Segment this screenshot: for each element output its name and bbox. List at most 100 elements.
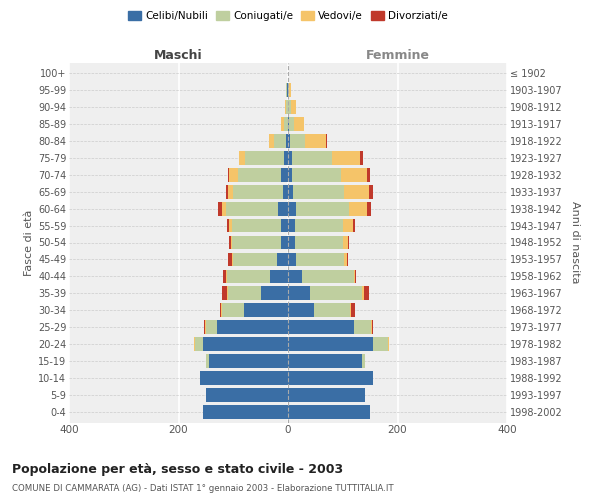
Bar — [314, 304, 350, 318]
Bar — [281, 236, 288, 250]
Bar — [229, 168, 238, 181]
Bar — [281, 116, 284, 130]
Legend: Celibi/Nubili, Coniugati/e, Vedovi/e, Divorziati/e: Celibi/Nubili, Coniugati/e, Vedovi/e, Di… — [124, 6, 452, 25]
Bar — [271, 270, 288, 283]
Text: Popolazione per età, sesso e stato civile - 2003: Popolazione per età, sesso e stato civil… — [12, 462, 343, 475]
Bar — [229, 252, 232, 266]
Bar — [288, 184, 293, 198]
Text: COMUNE DI CAMMARATA (AG) - Dati ISTAT 1° gennaio 2003 - Elaborazione TUTTITALIA.: COMUNE DI CAMMARATA (AG) - Dati ISTAT 1°… — [12, 484, 394, 493]
Bar — [295, 236, 343, 250]
Bar — [244, 304, 288, 318]
Bar — [288, 236, 295, 250]
Y-axis label: Anni di nascita: Anni di nascita — [569, 201, 580, 284]
Bar — [285, 100, 286, 114]
Bar — [230, 236, 232, 250]
Bar — [288, 82, 289, 96]
Bar — [288, 270, 302, 283]
Bar — [288, 134, 290, 147]
Bar — [288, 150, 292, 164]
Bar — [373, 338, 388, 351]
Bar — [362, 354, 365, 368]
Bar — [354, 320, 371, 334]
Bar — [350, 304, 351, 318]
Bar — [223, 270, 226, 283]
Bar — [226, 270, 227, 283]
Bar — [203, 320, 205, 334]
Bar — [288, 304, 314, 318]
Bar — [288, 100, 291, 114]
Bar — [369, 184, 373, 198]
Bar — [367, 168, 370, 181]
Bar — [371, 320, 373, 334]
Bar — [222, 304, 244, 318]
Bar — [286, 134, 288, 147]
Bar — [277, 252, 288, 266]
Bar — [220, 304, 221, 318]
Bar — [206, 354, 209, 368]
Bar — [239, 150, 245, 164]
Bar — [229, 218, 232, 232]
Bar — [218, 202, 222, 215]
Bar — [260, 286, 288, 300]
Bar — [284, 116, 288, 130]
Bar — [232, 236, 281, 250]
Bar — [305, 134, 326, 147]
Bar — [227, 286, 228, 300]
Text: Femmine: Femmine — [365, 48, 430, 62]
Bar — [348, 236, 349, 250]
Bar — [367, 202, 371, 215]
Bar — [238, 168, 281, 181]
Bar — [296, 252, 344, 266]
Bar — [226, 202, 278, 215]
Bar — [233, 252, 277, 266]
Bar — [217, 320, 288, 334]
Bar — [221, 304, 223, 318]
Bar — [222, 202, 226, 215]
Bar — [302, 270, 354, 283]
Bar — [289, 116, 294, 130]
Bar — [281, 168, 288, 181]
Bar — [288, 338, 373, 351]
Bar — [284, 150, 288, 164]
Bar — [228, 184, 233, 198]
Bar — [228, 168, 229, 181]
Bar — [290, 134, 305, 147]
Bar — [281, 218, 288, 232]
Bar — [326, 134, 328, 147]
Bar — [351, 304, 355, 318]
Bar — [341, 168, 367, 181]
Bar — [233, 184, 283, 198]
Bar — [286, 82, 287, 96]
Bar — [269, 134, 274, 147]
Bar — [223, 286, 227, 300]
Bar — [209, 354, 288, 368]
Bar — [288, 354, 362, 368]
Bar — [349, 202, 367, 215]
Bar — [296, 202, 349, 215]
Bar — [353, 218, 355, 232]
Bar — [293, 184, 344, 198]
Bar — [229, 236, 230, 250]
Bar — [344, 184, 369, 198]
Bar — [200, 372, 288, 386]
Bar — [288, 320, 354, 334]
Y-axis label: Fasce di età: Fasce di età — [23, 210, 34, 276]
Bar — [203, 338, 288, 351]
Bar — [332, 150, 360, 164]
Bar — [206, 388, 288, 402]
Bar — [274, 134, 286, 147]
Bar — [294, 116, 304, 130]
Bar — [288, 218, 295, 232]
Bar — [245, 150, 284, 164]
Bar — [278, 202, 288, 215]
Bar — [203, 406, 288, 419]
Bar — [288, 202, 296, 215]
Bar — [354, 270, 355, 283]
Bar — [228, 286, 260, 300]
Bar — [286, 100, 288, 114]
Bar — [232, 218, 281, 232]
Bar — [289, 82, 291, 96]
Bar — [226, 184, 228, 198]
Bar — [288, 372, 373, 386]
Bar — [227, 218, 229, 232]
